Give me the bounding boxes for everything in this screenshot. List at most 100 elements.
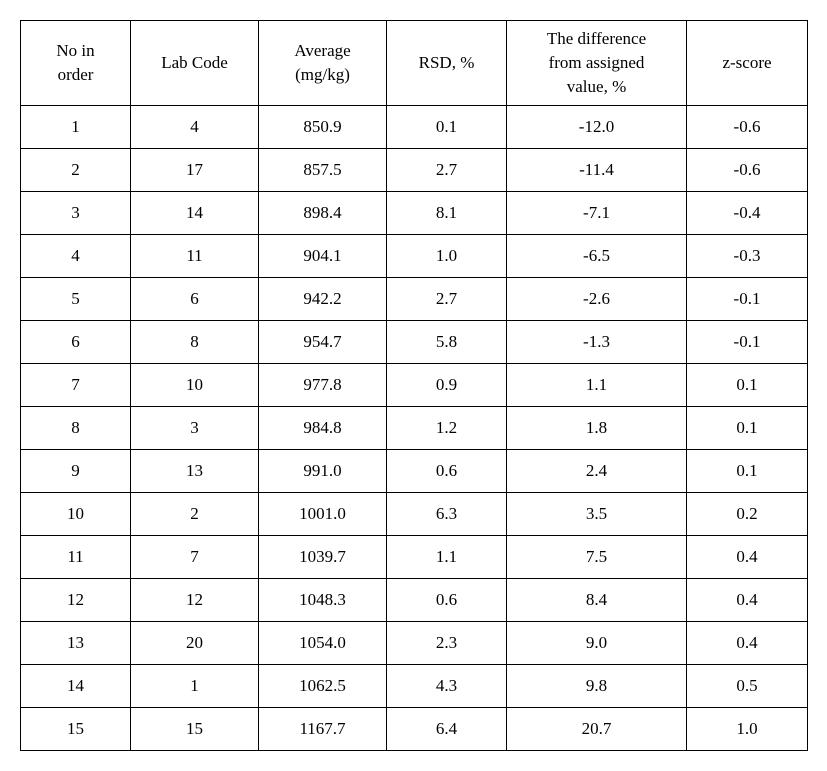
table-row: 56942.22.7-2.6-0.1 (21, 278, 808, 321)
table-cell: 3.5 (507, 493, 687, 536)
table-cell: 20 (131, 622, 259, 665)
table-cell: 6.4 (387, 708, 507, 751)
table-cell: 13 (131, 450, 259, 493)
table-body: 14850.90.1-12.0-0.6217857.52.7-11.4-0.63… (21, 106, 808, 751)
table-cell: 1.2 (387, 407, 507, 450)
table-cell: 1.0 (387, 235, 507, 278)
table-cell: 850.9 (259, 106, 387, 149)
table-cell: 1062.5 (259, 665, 387, 708)
table-cell: 6 (21, 321, 131, 364)
table-cell: 10 (21, 493, 131, 536)
table-cell: 9.8 (507, 665, 687, 708)
table-cell: 9.0 (507, 622, 687, 665)
table-cell: -0.6 (687, 149, 808, 192)
table-cell: 8 (21, 407, 131, 450)
table-row: 13201054.02.39.00.4 (21, 622, 808, 665)
table-cell: 0.6 (387, 450, 507, 493)
table-cell: -7.1 (507, 192, 687, 235)
table-cell: 5 (21, 278, 131, 321)
table-cell: 17 (131, 149, 259, 192)
table-cell: 4 (131, 106, 259, 149)
table-cell: -2.6 (507, 278, 687, 321)
table-cell: 1.1 (387, 536, 507, 579)
table-row: 314898.48.1-7.1-0.4 (21, 192, 808, 235)
table-row: 15151167.76.420.71.0 (21, 708, 808, 751)
table-cell: 2.7 (387, 149, 507, 192)
table-cell: 1 (131, 665, 259, 708)
table-cell: 14 (21, 665, 131, 708)
table-cell: 0.1 (687, 450, 808, 493)
table-cell: -0.1 (687, 278, 808, 321)
table-row: 411904.11.0-6.5-0.3 (21, 235, 808, 278)
table-cell: 11 (131, 235, 259, 278)
table-cell: -0.6 (687, 106, 808, 149)
table-cell: 0.5 (687, 665, 808, 708)
table-cell: 1.0 (687, 708, 808, 751)
data-table: No inorder Lab Code Average(mg/kg) RSD, … (20, 20, 808, 751)
table-cell: 2 (131, 493, 259, 536)
table-row: 913991.00.62.40.1 (21, 450, 808, 493)
table-cell: 2.7 (387, 278, 507, 321)
table-cell: 1.8 (507, 407, 687, 450)
table-cell: -1.3 (507, 321, 687, 364)
table-cell: 7 (21, 364, 131, 407)
table-row: 217857.52.7-11.4-0.6 (21, 149, 808, 192)
table-cell: 0.4 (687, 579, 808, 622)
table-row: 83984.81.21.80.1 (21, 407, 808, 450)
col-average: Average(mg/kg) (259, 21, 387, 106)
table-cell: 0.1 (687, 407, 808, 450)
table-cell: 7 (131, 536, 259, 579)
table-cell: 5.8 (387, 321, 507, 364)
table-cell: -0.1 (687, 321, 808, 364)
table-cell: 0.2 (687, 493, 808, 536)
table-cell: 8.1 (387, 192, 507, 235)
table-cell: 2 (21, 149, 131, 192)
table-cell: 2.4 (507, 450, 687, 493)
table-cell: 20.7 (507, 708, 687, 751)
table-cell: 14 (131, 192, 259, 235)
table-cell: 11 (21, 536, 131, 579)
header-row: No inorder Lab Code Average(mg/kg) RSD, … (21, 21, 808, 106)
table-cell: 3 (21, 192, 131, 235)
table-cell: 954.7 (259, 321, 387, 364)
table-cell: 904.1 (259, 235, 387, 278)
table-cell: 977.8 (259, 364, 387, 407)
table-cell: 9 (21, 450, 131, 493)
table-cell: 1167.7 (259, 708, 387, 751)
table-cell: 0.6 (387, 579, 507, 622)
table-cell: -6.5 (507, 235, 687, 278)
table-header: No inorder Lab Code Average(mg/kg) RSD, … (21, 21, 808, 106)
table-row: 1411062.54.39.80.5 (21, 665, 808, 708)
table-cell: 898.4 (259, 192, 387, 235)
table-cell: 1054.0 (259, 622, 387, 665)
table-cell: 1039.7 (259, 536, 387, 579)
table-cell: 1.1 (507, 364, 687, 407)
table-cell: 10 (131, 364, 259, 407)
table-cell: 15 (131, 708, 259, 751)
table-cell: 8 (131, 321, 259, 364)
col-z-score: z-score (687, 21, 808, 106)
table-cell: -11.4 (507, 149, 687, 192)
table-cell: 8.4 (507, 579, 687, 622)
table-row: 1021001.06.33.50.2 (21, 493, 808, 536)
table-cell: 6 (131, 278, 259, 321)
table-cell: 13 (21, 622, 131, 665)
table-row: 68954.75.8-1.3-0.1 (21, 321, 808, 364)
col-rsd: RSD, % (387, 21, 507, 106)
table-cell: 0.4 (687, 622, 808, 665)
table-cell: 12 (21, 579, 131, 622)
table-row: 710977.80.91.10.1 (21, 364, 808, 407)
table-cell: 857.5 (259, 149, 387, 192)
table-cell: -0.4 (687, 192, 808, 235)
table-cell: 1048.3 (259, 579, 387, 622)
table-cell: 2.3 (387, 622, 507, 665)
table-row: 12121048.30.68.40.4 (21, 579, 808, 622)
table-row: 1171039.71.17.50.4 (21, 536, 808, 579)
table-cell: 15 (21, 708, 131, 751)
table-cell: 7.5 (507, 536, 687, 579)
table-cell: 6.3 (387, 493, 507, 536)
col-lab-code: Lab Code (131, 21, 259, 106)
table-cell: 12 (131, 579, 259, 622)
table-cell: 1001.0 (259, 493, 387, 536)
table-cell: 0.9 (387, 364, 507, 407)
